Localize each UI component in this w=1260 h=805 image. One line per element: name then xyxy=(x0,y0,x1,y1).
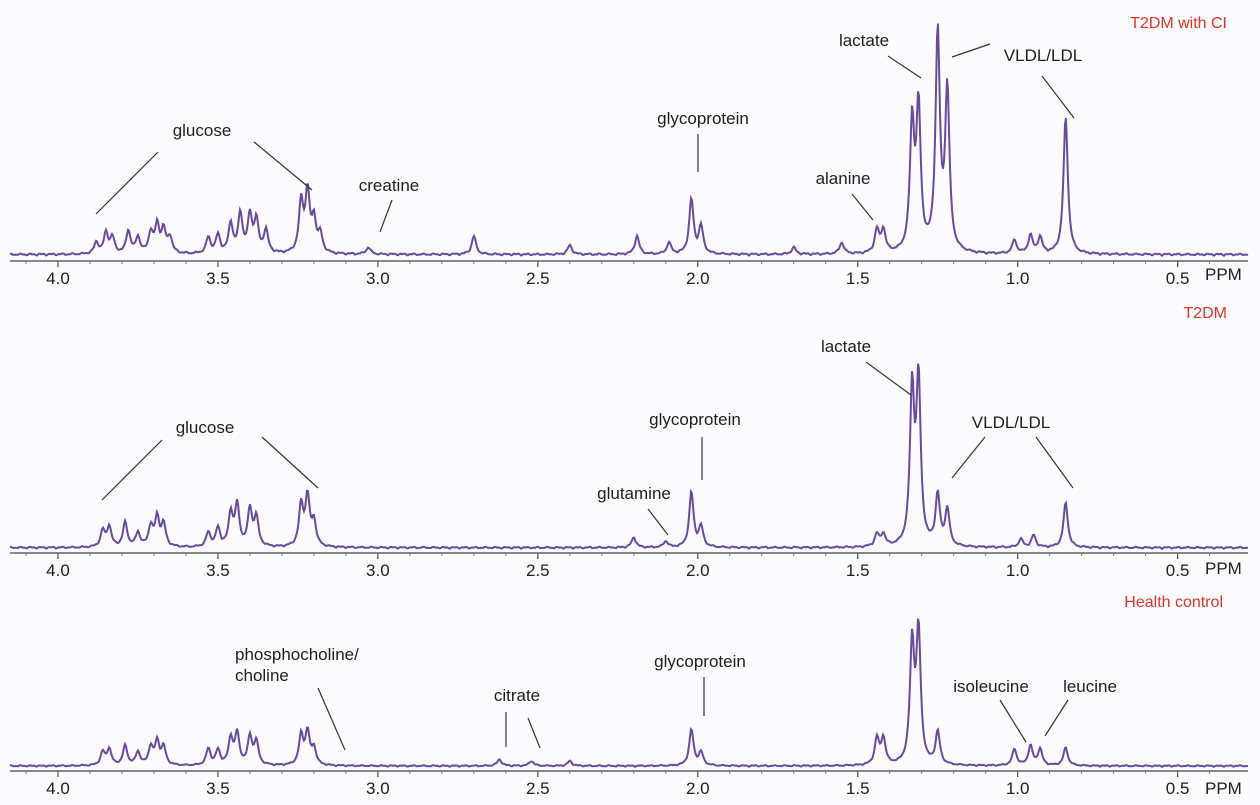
x-axis-tick-label: 3.5 xyxy=(206,269,230,288)
annotation-glutamine: glutamine xyxy=(597,484,671,503)
x-axis-tick-label: 1.5 xyxy=(846,269,870,288)
x-axis-tick-label: 2.0 xyxy=(686,779,710,798)
annotation-leader xyxy=(253,141,313,191)
x-axis-tick-label: 1.0 xyxy=(1006,561,1030,580)
annotation-isoleucine: isoleucine xyxy=(953,677,1029,696)
x-axis-tick-label: 1.5 xyxy=(846,561,870,580)
x-axis-ticks: 4.0 3.5 3.0 2.5 2.0 1.5 1.0 0.5 xyxy=(25,771,1211,798)
x-axis-tick-label: 0.5 xyxy=(1166,269,1190,288)
panel-title: T2DM with CI xyxy=(1130,15,1227,32)
spectrum-panel-t2dm-ci: T2DM with CI 4.0 3.5 3.0 2.5 2.0 1.5 1.0 0.5 PP… xyxy=(9,15,1249,288)
annotation-alanine: alanine xyxy=(816,169,871,188)
annotation-choline: choline xyxy=(235,666,289,685)
x-axis-tick-label: 2.5 xyxy=(526,779,550,798)
annotation-glucose: glucose xyxy=(176,418,235,437)
spectrum-panel-health-control: Health control 4.0 3.5 3.0 2.5 2.0 1.5 1.0 0.5 … xyxy=(10,594,1249,798)
annotation-leader xyxy=(101,439,163,501)
annotation-leader xyxy=(999,699,1027,743)
annotation-lactate: lactate xyxy=(821,337,871,356)
annotation-phosphocholine: phosphocholine/ xyxy=(235,645,359,664)
x-axis-tick-label: 2.0 xyxy=(686,561,710,580)
x-axis-tick-label: 3.0 xyxy=(366,561,390,580)
x-axis-tick-label: 3.5 xyxy=(206,779,230,798)
spectrum-line xyxy=(10,363,1249,551)
spectrum-line xyxy=(10,618,1249,769)
annotation-leader xyxy=(851,193,874,221)
spectrum-panel-t2dm: T2DM 4.0 3.5 3.0 2.5 2.0 1.5 1.0 0.5 PPM glucos… xyxy=(10,305,1249,580)
x-axis-unit: PPM xyxy=(1205,265,1242,284)
panel-title: T2DM xyxy=(1183,305,1227,322)
x-axis-tick-label: 0.5 xyxy=(1166,779,1190,798)
annotation-leader xyxy=(95,151,159,215)
x-axis-unit: PPM xyxy=(1205,779,1242,798)
x-axis-tick-label: 2.5 xyxy=(526,269,550,288)
annotation-leader xyxy=(951,436,986,479)
spectrum-line xyxy=(9,23,1249,258)
annotation-leader xyxy=(317,687,346,751)
x-axis-unit: PPM xyxy=(1205,559,1242,578)
annotation-leader xyxy=(1035,436,1074,489)
x-axis-tick-label: 1.5 xyxy=(846,779,870,798)
annotation-vldl-ldl: VLDL/LDL xyxy=(972,413,1050,432)
annotation-leader xyxy=(647,508,669,536)
x-axis-tick-label: 3.5 xyxy=(206,561,230,580)
x-axis-ticks: 4.0 3.5 3.0 2.5 2.0 1.5 1.0 0.5 xyxy=(25,261,1211,288)
annotation-glycoprotein: glycoprotein xyxy=(657,109,749,128)
x-axis-tick-label: 4.0 xyxy=(46,269,70,288)
annotation-leader xyxy=(887,55,922,79)
annotation-lactate: lactate xyxy=(839,31,889,50)
annotation-creatine: creatine xyxy=(359,176,419,195)
panel-title: Health control xyxy=(1124,594,1223,611)
annotation-glycoprotein: glycoprotein xyxy=(649,410,741,429)
x-axis-tick-label: 1.0 xyxy=(1006,269,1030,288)
x-axis-tick-label: 1.0 xyxy=(1006,779,1030,798)
annotation-leucine: leucine xyxy=(1063,677,1117,696)
x-axis-tick-label: 3.0 xyxy=(366,779,390,798)
x-axis-tick-label: 4.0 xyxy=(46,561,70,580)
x-axis-tick-label: 4.0 xyxy=(46,779,70,798)
annotation-leader xyxy=(951,43,991,58)
annotation-leader xyxy=(865,361,912,396)
x-axis-tick-label: 3.0 xyxy=(366,269,390,288)
x-axis-tick-label: 0.5 xyxy=(1166,561,1190,580)
annotation-leader xyxy=(379,199,393,233)
annotation-leader xyxy=(1044,699,1069,737)
x-axis-tick-label: 2.0 xyxy=(686,269,710,288)
annotation-leader xyxy=(261,436,319,489)
x-axis-tick-label: 2.5 xyxy=(526,561,550,580)
annotation-vldl-ldl: VLDL/LDL xyxy=(1004,46,1082,65)
annotation-leader xyxy=(527,717,541,749)
annotation-glucose: glucose xyxy=(173,121,232,140)
annotation-leader xyxy=(1041,75,1075,119)
annotation-citrate: citrate xyxy=(494,686,540,705)
annotation-glycoprotein: glycoprotein xyxy=(654,652,746,671)
x-axis-ticks: 4.0 3.5 3.0 2.5 2.0 1.5 1.0 0.5 xyxy=(25,553,1211,580)
